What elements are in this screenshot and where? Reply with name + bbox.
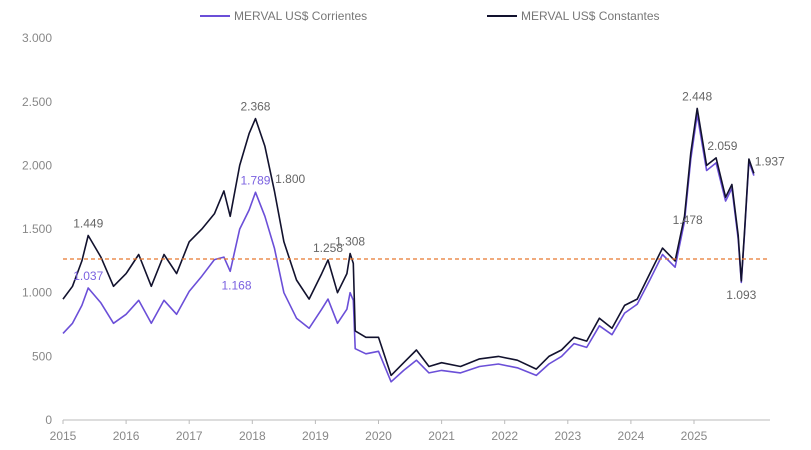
- data-label: 1.093: [726, 288, 756, 302]
- data-label: 1.308: [335, 234, 365, 248]
- x-tick-label: 2016: [113, 429, 140, 443]
- x-tick-label: 2019: [302, 429, 329, 443]
- data-label: 1.258: [313, 241, 343, 255]
- series-line-corrientes: [62, 113, 755, 383]
- y-tick-label: 1.000: [22, 286, 52, 300]
- x-tick-label: 2015: [50, 429, 77, 443]
- data-label: 1.789: [240, 173, 270, 187]
- x-tick-label: 2018: [239, 429, 266, 443]
- legend-swatch: [200, 15, 230, 17]
- data-label: 1.168: [222, 278, 252, 292]
- data-label: 1.800: [275, 172, 305, 186]
- legend-label: MERVAL US$ Constantes: [521, 9, 660, 23]
- y-tick-label: 2.500: [22, 95, 52, 109]
- x-tick-label: 2017: [176, 429, 203, 443]
- x-tick-label: 2020: [365, 429, 392, 443]
- y-tick-label: 2.000: [22, 158, 52, 172]
- y-tick-label: 1.500: [22, 222, 52, 236]
- x-tick-label: 2023: [554, 429, 581, 443]
- y-tick-label: 3.000: [22, 31, 52, 45]
- data-label: 2.448: [682, 89, 712, 103]
- data-label: 2.059: [707, 139, 737, 153]
- x-tick-label: 2025: [681, 429, 708, 443]
- legend-swatch: [487, 15, 517, 17]
- legend-label: MERVAL US$ Corrientes: [234, 9, 368, 23]
- x-tick-label: 2022: [491, 429, 518, 443]
- x-tick-label: 2024: [618, 429, 645, 443]
- series-line-constantes: [62, 107, 755, 377]
- data-label: 1.937: [755, 154, 785, 168]
- data-label: 1.037: [73, 269, 103, 283]
- data-label: 1.478: [673, 213, 703, 227]
- legend-item-constantes: MERVAL US$ Constantes: [487, 9, 660, 23]
- x-tick-label: 2021: [428, 429, 455, 443]
- y-tick-label: 500: [32, 349, 52, 363]
- y-tick-label: 0: [45, 413, 52, 427]
- legend-item-corrientes: MERVAL US$ Corrientes: [200, 9, 367, 23]
- data-label: 2.368: [240, 100, 270, 114]
- data-label: 1.449: [73, 217, 103, 231]
